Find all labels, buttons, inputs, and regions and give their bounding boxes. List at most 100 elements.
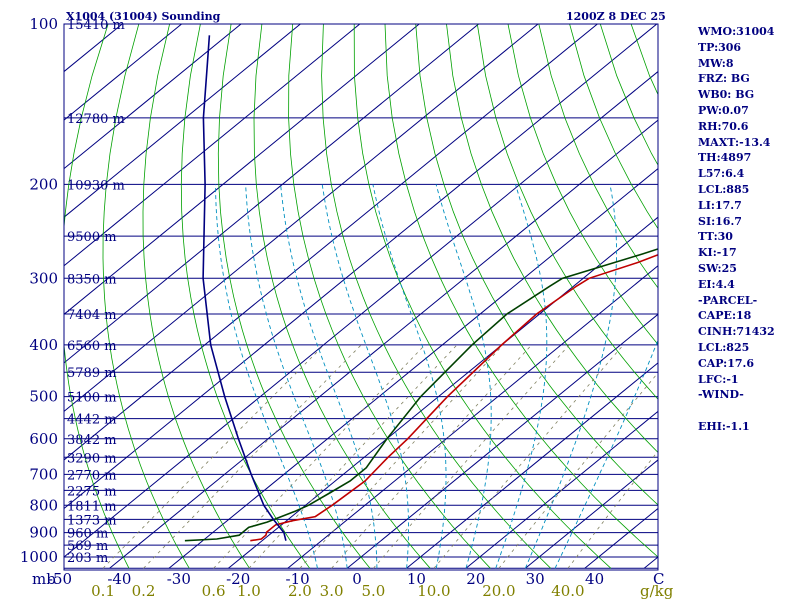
moist-adiabat-line — [321, 184, 410, 569]
pressure-tick-label: 800 — [29, 496, 58, 514]
pressure-tick-label: 600 — [29, 430, 58, 448]
mixing-ratio-line — [567, 450, 658, 569]
mixing-ratio-tick-label: 5.0 — [361, 582, 385, 600]
height-label: 1373 m — [67, 513, 117, 528]
temperature-tick-label: -20 — [226, 570, 250, 588]
index-item: MW:8 — [698, 56, 734, 70]
moist-adiabat-line — [214, 184, 318, 569]
height-label: 5789 m — [67, 366, 117, 381]
index-item: FRZ: BG — [698, 72, 750, 86]
index-item: CAP:17.6 — [698, 356, 755, 370]
temperature-axis-label: C — [653, 570, 664, 588]
mixing-ratio-tick-label: 40.0 — [551, 582, 584, 600]
index-item: L57:6.4 — [698, 167, 745, 181]
height-label: 6560 m — [67, 339, 117, 354]
index-item: RH:70.6 — [698, 119, 749, 133]
index-item: CAPE:18 — [698, 309, 752, 323]
plot-frame — [63, 23, 659, 571]
dry-adiabat-line — [142, 24, 250, 569]
mixing-ratio-axis-label: g/kg — [640, 582, 674, 600]
height-label: 8350 m — [67, 272, 117, 287]
index-item: LI:17.7 — [698, 198, 742, 212]
index-item: CINH:71432 — [698, 325, 775, 339]
index-item: TP:306 — [698, 40, 742, 54]
height-label: 10930 m — [67, 178, 125, 193]
height-label: 960 m — [67, 527, 108, 542]
dry-adiabat-line — [253, 24, 431, 569]
temperature-tick-label: 10 — [407, 570, 426, 588]
height-label: 4442 m — [67, 413, 117, 428]
height-label: 569 m — [67, 539, 108, 554]
isotherm-line — [64, 24, 598, 461]
chart-datetime: 1200Z 8 DEC 25 — [566, 10, 666, 23]
moist-adiabat-line — [280, 184, 378, 569]
isotherm-line — [168, 168, 658, 569]
index-item: TT:30 — [698, 230, 733, 244]
pressure-tick-label: 100 — [29, 15, 58, 33]
index-item: TH:4897 — [698, 151, 752, 165]
dry-adiabat-line — [102, 24, 190, 569]
temperature-tick-label: 20 — [466, 570, 485, 588]
moist-adiabat-line — [524, 184, 618, 569]
index-item: KI:-17 — [698, 246, 737, 260]
mixing-ratio-line — [433, 344, 624, 569]
pressure-tick-label: 1000 — [20, 548, 58, 566]
mixing-ratio-tick-label: 2.0 — [288, 582, 312, 600]
dry-adiabat-line — [415, 24, 658, 506]
isotherm-line — [64, 24, 182, 121]
index-item: WB0: BG — [698, 88, 755, 102]
temperature-tick-label: -10 — [286, 570, 310, 588]
dry-adiabat-line — [507, 24, 658, 346]
height-label: 2275 m — [67, 484, 117, 499]
temperature-tick-label: 30 — [526, 570, 545, 588]
chart-title: X1004 (31004) Sounding — [66, 10, 221, 23]
index-item: EI:4.4 — [698, 277, 735, 291]
height-label: 203 m — [67, 551, 108, 566]
index-item: SW:25 — [698, 261, 737, 275]
index-item: EHI:-1.1 — [698, 419, 750, 433]
temperature-tick-label: -40 — [107, 570, 131, 588]
mixing-ratio-tick-label: 0.2 — [132, 582, 156, 600]
dry-adiabat-line — [321, 24, 551, 569]
parcel-trace — [202, 35, 287, 541]
isotherm-line — [64, 24, 361, 267]
index-item: SI:16.7 — [698, 214, 742, 228]
height-label: 5100 m — [67, 391, 117, 406]
mixing-ratio-tick-label: 0.6 — [202, 582, 226, 600]
pressure-tick-label: 700 — [29, 465, 58, 483]
temperature-tick-label: 0 — [352, 570, 362, 588]
isotherm-line — [64, 24, 420, 315]
isotherm-line — [64, 24, 658, 510]
isotherm-line — [346, 313, 658, 569]
dry-adiabat-line — [476, 24, 658, 400]
index-item: -WIND- — [698, 388, 744, 402]
temperature-tick-label: -30 — [167, 570, 191, 588]
dry-adiabat-line — [64, 24, 130, 569]
mixing-ratio-line — [299, 344, 504, 569]
isotherm-line — [406, 362, 658, 569]
dewpoint-trace — [184, 248, 658, 542]
moist-adiabat-line — [435, 184, 492, 569]
mixing-ratio-tick-label: 10.0 — [417, 582, 450, 600]
height-label: 3842 m — [67, 433, 117, 448]
mixing-ratio-line — [373, 344, 570, 569]
dry-adiabat-line — [446, 24, 658, 454]
isotherm-line — [64, 24, 242, 170]
dry-adiabat-line — [288, 24, 491, 569]
isotherm-line — [64, 24, 479, 364]
dry-adiabat-line — [384, 24, 658, 558]
isotherm-line — [64, 70, 658, 558]
mixing-ratio-tick-label: 0.1 — [91, 582, 115, 600]
pressure-tick-label: 200 — [29, 175, 58, 193]
index-item: MAXT:-13.4 — [698, 135, 771, 149]
index-item: WMO:31004 — [698, 25, 775, 38]
sounding-traces — [184, 35, 658, 542]
pressure-tick-label: 400 — [29, 336, 58, 354]
moist-adiabat-line — [554, 338, 658, 569]
temperature-trace — [250, 253, 658, 542]
mixing-ratio-tick-label: 3.0 — [320, 582, 344, 600]
height-label: 3290 m — [67, 451, 117, 466]
isotherm-line — [64, 24, 301, 218]
